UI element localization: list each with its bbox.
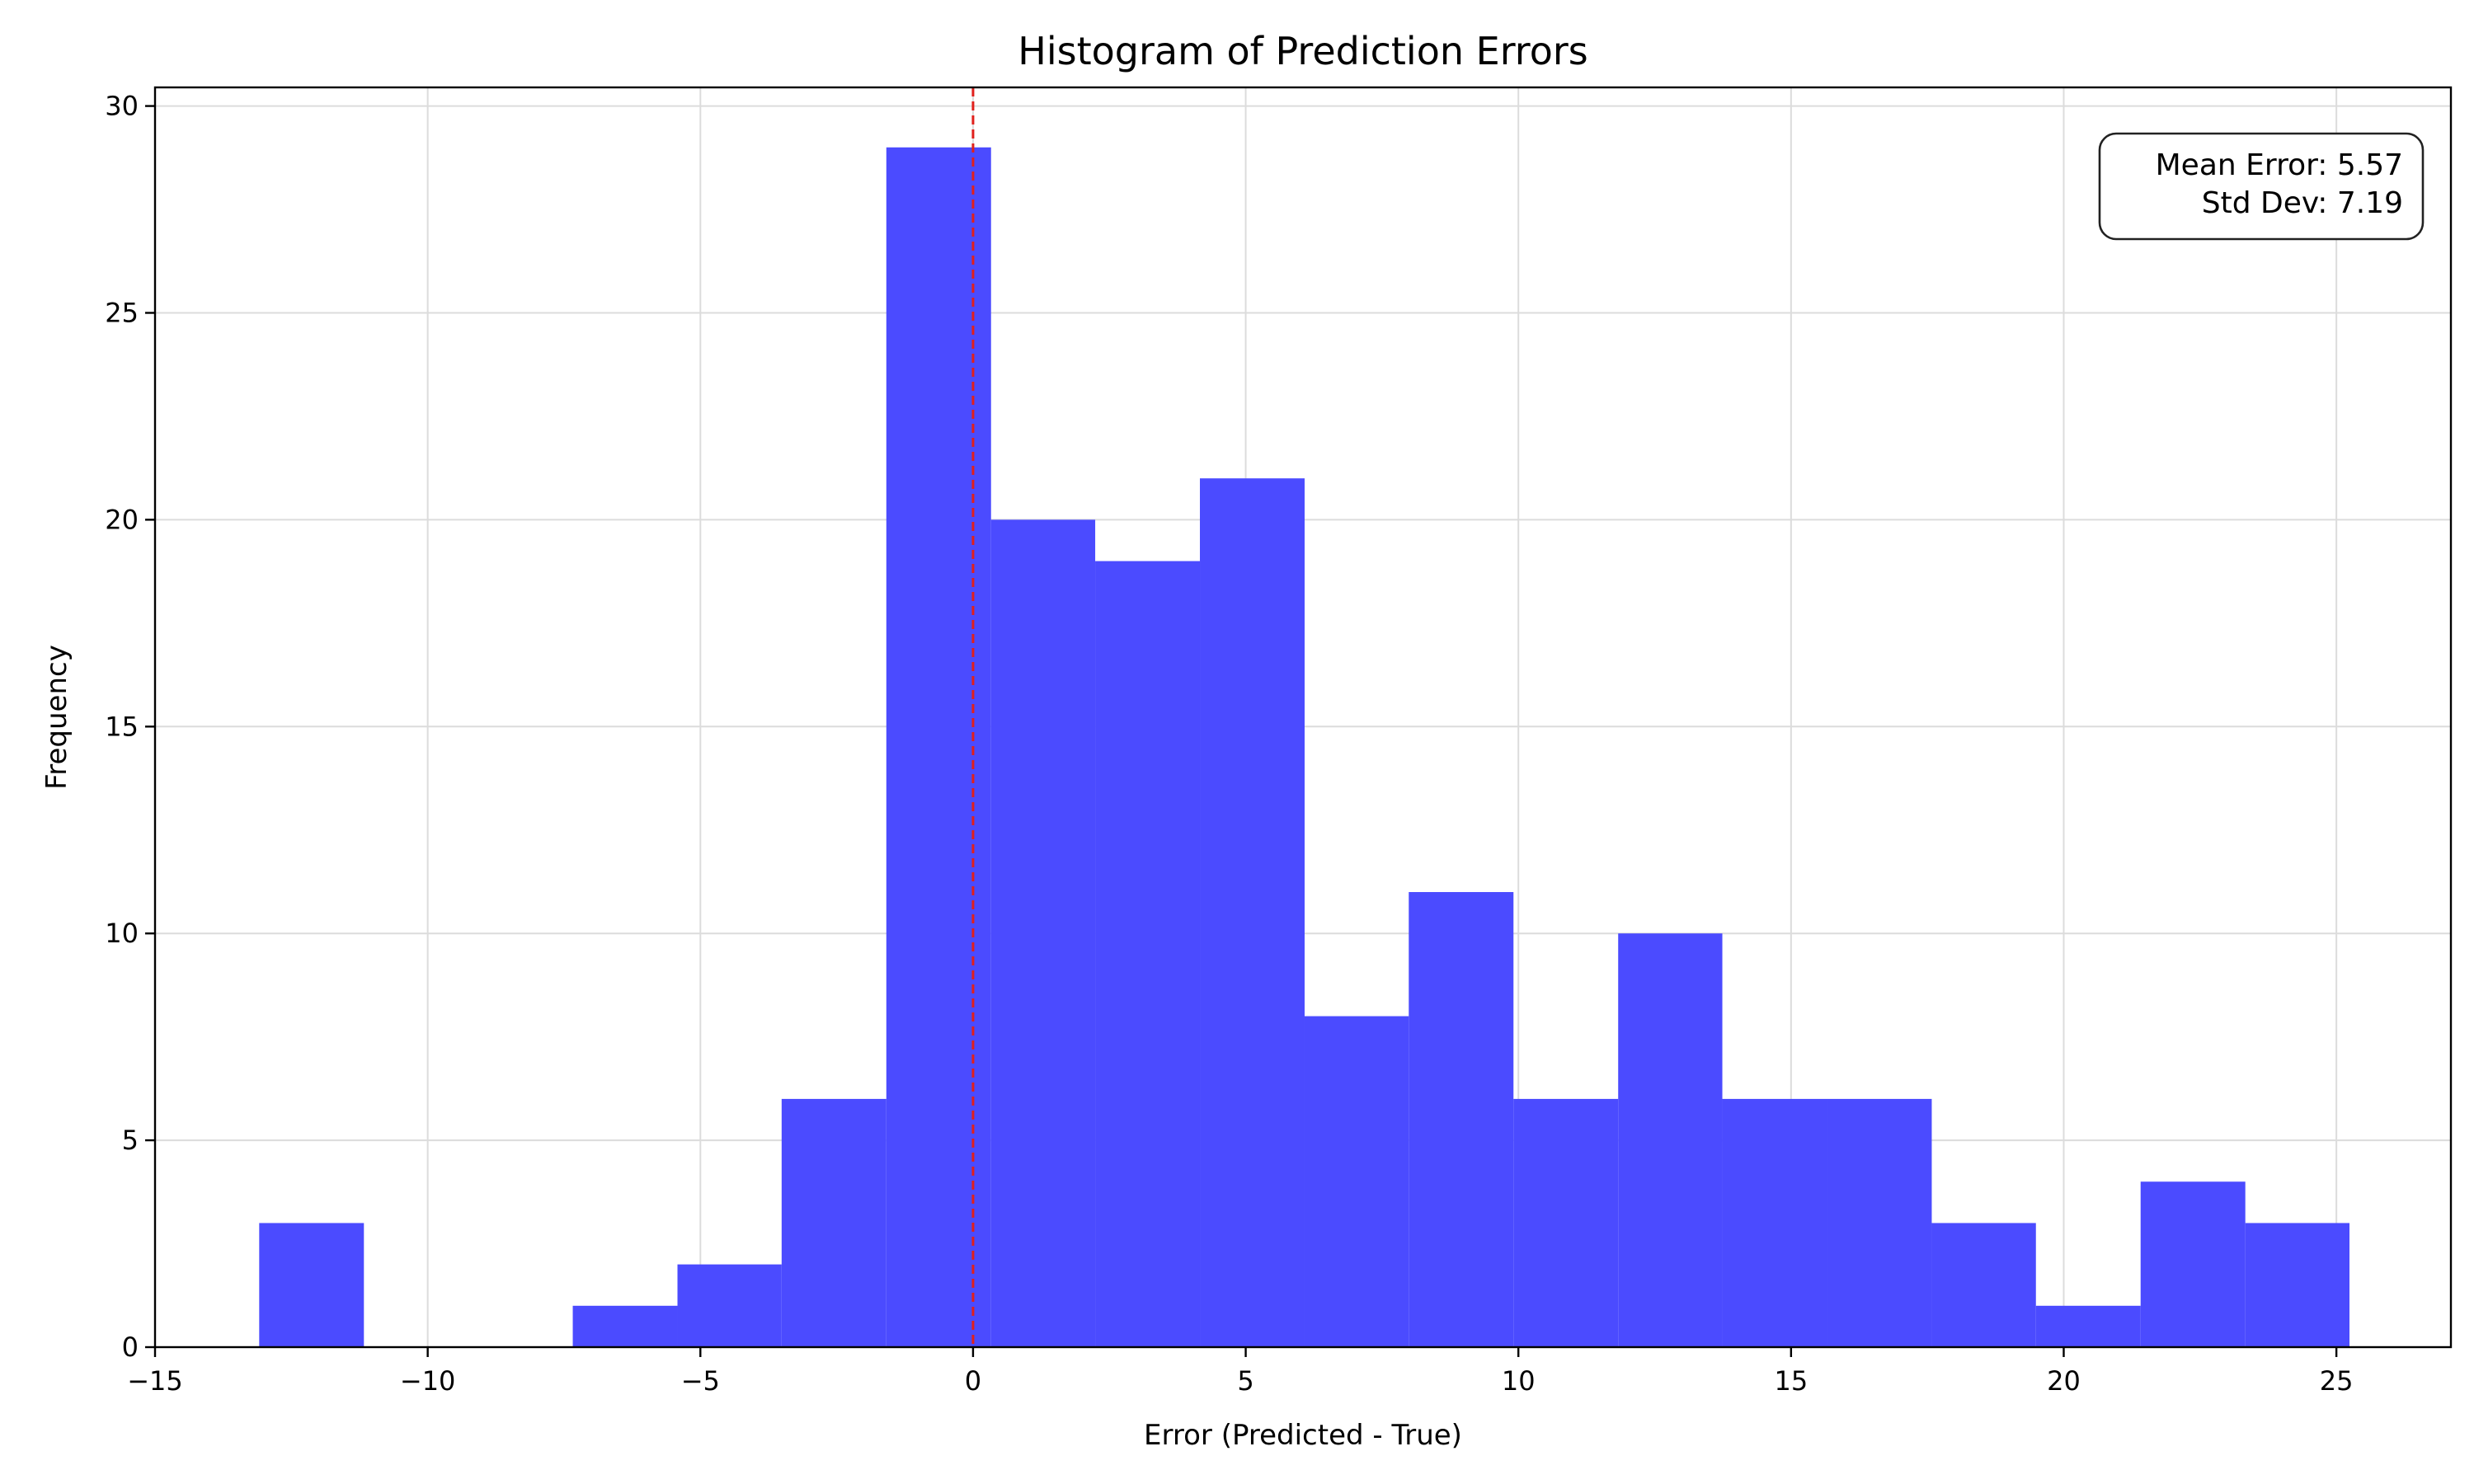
- stats-annotation: Mean Error: 5.57 Std Dev: 7.19: [2098, 132, 2425, 241]
- y-tick-label: 15: [105, 711, 139, 742]
- stats-annotation-box: [2098, 132, 2425, 241]
- histogram-bar: [259, 1223, 365, 1347]
- histogram-bar: [677, 1264, 782, 1347]
- std-dev-text: Std Dev: 7.19: [2202, 186, 2403, 220]
- histogram-bar: [1409, 892, 1514, 1347]
- histogram-bar: [1304, 1016, 1409, 1347]
- histogram-bar: [1618, 933, 1723, 1347]
- plot-frame: [153, 86, 2453, 1349]
- histogram-bar: [1513, 1098, 1619, 1347]
- y-tick-label: 25: [105, 297, 139, 328]
- histogram-bar: [2245, 1223, 2350, 1347]
- y-tick-label: 20: [105, 504, 139, 535]
- y-tick-label: 5: [122, 1125, 139, 1156]
- y-axis-label: Frequency: [40, 645, 73, 790]
- histogram-bar: [990, 519, 1096, 1347]
- x-axis-label: Error (Predicted - True): [1144, 1419, 1462, 1452]
- y-tick-label: 0: [122, 1331, 139, 1363]
- histogram-bar: [1931, 1223, 2036, 1347]
- x-axis: −15 −10 −5 0 5 10 15 20 25: [127, 1347, 2353, 1397]
- histogram-bar: [1722, 1098, 1827, 1347]
- x-tick-label: 0: [965, 1365, 981, 1397]
- y-axis: 0 5 10 15 20 25 30: [105, 91, 155, 1363]
- histogram-bar: [1827, 1098, 1932, 1347]
- y-tick-label: 30: [105, 91, 139, 122]
- x-tick-label: 5: [1237, 1365, 1253, 1397]
- x-tick-label: 25: [2320, 1365, 2354, 1397]
- histogram-bar: [781, 1098, 887, 1347]
- histogram-bar: [886, 147, 991, 1347]
- histogram-bar: [2140, 1181, 2246, 1347]
- histogram-bar: [1095, 561, 1201, 1347]
- x-tick-label: −15: [127, 1365, 183, 1397]
- histogram-bars: [259, 147, 2350, 1347]
- x-tick-label: 20: [2047, 1365, 2081, 1397]
- histogram-bar: [572, 1305, 678, 1347]
- x-tick-label: −5: [681, 1365, 720, 1397]
- mean-error-text: Mean Error: 5.57: [2156, 148, 2403, 182]
- chart-title: Histogram of Prediction Errors: [1018, 29, 1587, 73]
- y-tick-label: 10: [105, 918, 139, 949]
- x-tick-label: −10: [400, 1365, 456, 1397]
- x-tick-label: 10: [1502, 1365, 1536, 1397]
- histogram-bar: [1200, 478, 1305, 1347]
- histogram-bar: [2035, 1305, 2141, 1347]
- x-tick-label: 15: [1774, 1365, 1808, 1397]
- plot-area: [153, 86, 2453, 1349]
